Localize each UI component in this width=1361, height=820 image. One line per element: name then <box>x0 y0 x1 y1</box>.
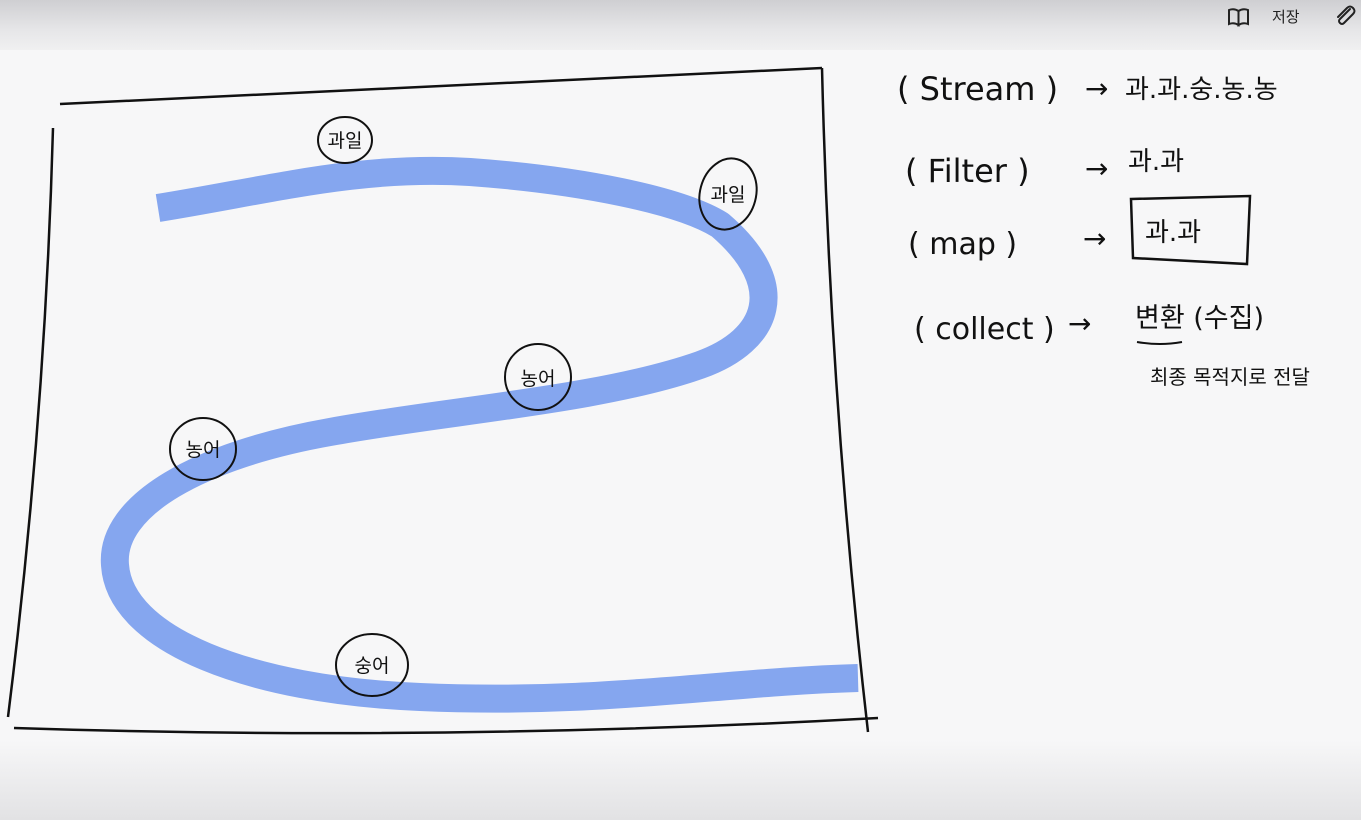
node-3: 농어 <box>504 343 572 411</box>
stream-path <box>100 156 859 713</box>
bottom-shade <box>0 740 1361 820</box>
node-1: 과일 <box>317 116 373 164</box>
note-filter: ( Filter ) → 과.과 <box>905 147 1184 190</box>
note-collect-term: ( collect ) <box>914 312 1055 347</box>
frame-right-line <box>820 67 870 733</box>
whiteboard-canvas: 과일 과일 농어 농어 숭어 ( Stream ) → 과.과.숭.농.농 ( … <box>6 66 1310 735</box>
save-button[interactable]: 저장 <box>1272 8 1300 26</box>
note-map-arrow: → <box>1083 222 1106 255</box>
node-2: 과일 <box>698 157 758 231</box>
book-open-icon[interactable] <box>1226 6 1252 28</box>
paperclip-icon[interactable] <box>1333 4 1357 28</box>
frame-bottom-line <box>13 716 879 735</box>
note-map-desc: 과.과 <box>1145 218 1201 248</box>
top-toolbar <box>0 0 1361 50</box>
note-collect-sub: 최종 목적지로 전달 <box>1150 365 1310 389</box>
note-stream-arrow: → <box>1085 72 1108 105</box>
note-filter-arrow: → <box>1085 152 1108 185</box>
node-5: 숭어 <box>335 633 409 697</box>
node-1-label: 과일 <box>328 130 363 152</box>
note-map-term: ( map ) <box>908 227 1017 262</box>
frame-top-line <box>59 66 823 106</box>
note-filter-desc: 과.과 <box>1128 147 1184 177</box>
underline-mark <box>1136 341 1183 345</box>
node-4: 농어 <box>169 417 237 481</box>
note-stream-term: ( Stream ) <box>897 70 1058 108</box>
frame-left-line <box>6 127 55 718</box>
note-filter-term: ( Filter ) <box>905 152 1030 190</box>
map-result-box <box>1129 194 1252 266</box>
note-collect: ( collect ) → 변환 (수집) 최종 목적지로 전달 <box>914 303 1310 389</box>
note-collect-arrow: → <box>1068 307 1091 340</box>
node-3-label: 농어 <box>521 368 556 390</box>
node-2-label: 과일 <box>711 184 746 206</box>
note-collect-desc: 변환 (수집) <box>1135 303 1264 334</box>
note-stream: ( Stream ) → 과.과.숭.농.농 <box>897 70 1278 108</box>
note-stream-desc: 과.과.숭.농.농 <box>1125 75 1278 105</box>
node-5-label: 숭어 <box>355 655 390 677</box>
note-map: ( map ) → 과.과 <box>908 194 1252 266</box>
node-4-label: 농어 <box>186 439 221 461</box>
